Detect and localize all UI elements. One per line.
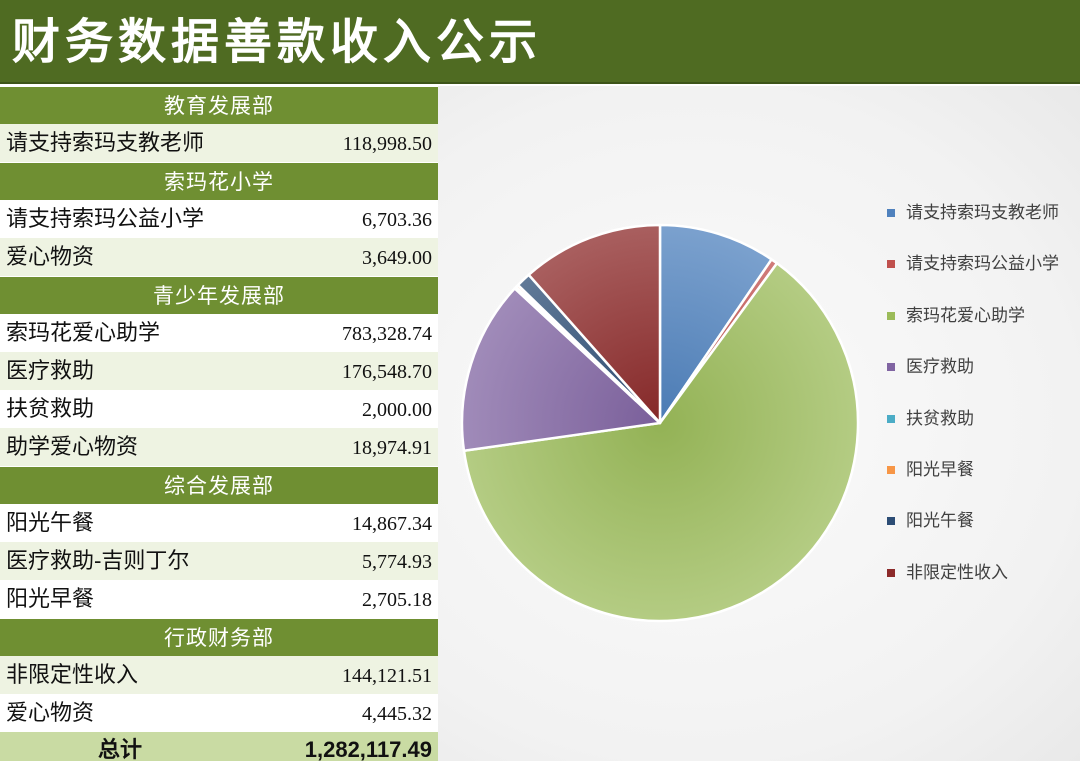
legend-item: 医疗救助: [884, 351, 1080, 402]
table-row: 医疗救助-吉则丁尔 5,774.93: [0, 542, 438, 580]
donation-table: 教育发展部请支持索玛支教老师 118,998.50 索玛花小学请支持索玛公益小学 6,…: [0, 86, 438, 761]
item-name: 医疗救助-吉则丁尔: [6, 549, 190, 574]
legend-item: 请支持索玛支教老师: [884, 197, 1080, 248]
pie-slice: [460, 287, 662, 452]
item-value: 3,649.00: [362, 247, 432, 269]
legend-label: 请支持索玛公益小学: [906, 254, 1059, 275]
table-row: 扶贫救助 2,000.00: [0, 390, 438, 428]
table-row: 爱心物资 3,649.00: [0, 238, 438, 276]
total-row: 总计 1,282,117.49: [0, 732, 438, 761]
legend-swatch: [887, 568, 895, 577]
legend-swatch: [887, 363, 895, 372]
item-name: 爱心物资: [6, 245, 95, 270]
pie-slices: [460, 223, 860, 623]
item-name: 请支持索玛公益小学: [6, 207, 205, 232]
legend-item: 扶贫救助: [884, 403, 1080, 454]
section-label: 青少年发展部: [153, 284, 285, 308]
legend-swatch: [887, 517, 895, 526]
item-name: 爱心物资: [6, 701, 95, 726]
legend-label: 阳光早餐: [906, 459, 974, 480]
table-row: 爱心物资 4,445.32: [0, 694, 438, 732]
legend-label: 阳光午餐: [906, 511, 974, 532]
legend-item: 阳光早餐: [884, 454, 1080, 505]
pie-chart: [460, 223, 860, 623]
pie-slice: [462, 262, 860, 623]
item-name: 阳光早餐: [6, 587, 95, 612]
item-value: 6,703.36: [362, 209, 432, 231]
table-row: 请支持索玛公益小学 6,703.36: [0, 200, 438, 238]
legend-label: 请支持索玛支教老师: [906, 203, 1059, 223]
pie-slice: [658, 223, 773, 425]
table-row: 索玛花爱心助学 783,328.74: [0, 314, 438, 352]
legend-label: 索玛花爱心助学: [906, 305, 1025, 326]
item-name: 请支持索玛支教老师: [6, 131, 205, 156]
item-value: 2,000.00: [362, 399, 432, 421]
item-name: 索玛花爱心助学: [6, 321, 161, 346]
page-title: 财务数据善款收入公示: [12, 14, 543, 70]
item-value: 14,867.34: [352, 513, 432, 535]
item-name: 扶贫救助: [6, 397, 95, 422]
item-value: 176,548.70: [342, 361, 432, 383]
section-label: 行政财务部: [164, 626, 274, 650]
table-row: 请支持索玛支教老师 118,998.50: [0, 124, 438, 162]
item-value: 118,998.50: [342, 133, 432, 155]
legend-swatch: [887, 465, 895, 474]
table-row: 阳光午餐 14,867.34: [0, 504, 438, 542]
section-header: 行政财务部: [0, 618, 438, 656]
legend-label: 医疗救助: [906, 357, 974, 378]
item-name: 阳光午餐: [6, 511, 95, 536]
item-value: 18,974.91: [352, 437, 432, 459]
table-row: 非限定性收入 144,121.51: [0, 656, 438, 694]
table-row: 阳光早餐 2,705.18: [0, 580, 438, 618]
legend-item: 请支持索玛公益小学: [884, 248, 1080, 299]
table-row: 医疗救助 176,548.70: [0, 352, 438, 390]
section-label: 索玛花小学: [164, 170, 274, 194]
item-name: 非限定性收入: [6, 663, 139, 688]
title-bar: 财务数据善款收入公示: [0, 0, 1080, 84]
item-value: 783,328.74: [342, 323, 432, 345]
total-value: 1,282,117.49: [304, 737, 432, 761]
legend-swatch: [887, 311, 895, 320]
legend-item: 索玛花爱心助学: [884, 300, 1080, 351]
legend-item: 非限定性收入: [884, 557, 1080, 608]
item-value: 5,774.93: [362, 551, 432, 573]
table-row: 助学爱心物资 18,974.91: [0, 428, 438, 466]
legend-swatch: [887, 209, 895, 217]
section-label: 综合发展部: [164, 474, 274, 498]
item-value: 144,121.51: [342, 665, 432, 687]
chart-area: [438, 86, 1080, 761]
section-header: 教育发展部: [0, 86, 438, 124]
legend-label: 非限定性收入: [906, 562, 1008, 583]
pie-slice: [527, 223, 662, 425]
chart-legend: 请支持索玛支教老师 请支持索玛公益小学 索玛花爱心助学 医疗救助扶贫救助阳光早餐阳光午…: [884, 197, 1080, 608]
section-header: 综合发展部: [0, 466, 438, 504]
legend-label: 扶贫救助: [906, 408, 974, 429]
section-header: 青少年发展部: [0, 276, 438, 314]
item-value: 2,705.18: [362, 589, 432, 611]
item-value: 4,445.32: [362, 703, 432, 725]
section-header: 索玛花小学: [0, 162, 438, 200]
item-name: 助学爱心物资: [6, 435, 139, 460]
total-label: 总计: [97, 737, 142, 761]
section-label: 教育发展部: [164, 94, 274, 118]
item-name: 医疗救助: [6, 359, 95, 384]
legend-swatch: [887, 260, 895, 269]
legend-item: 阳光午餐: [884, 505, 1080, 556]
legend-swatch: [887, 414, 895, 423]
